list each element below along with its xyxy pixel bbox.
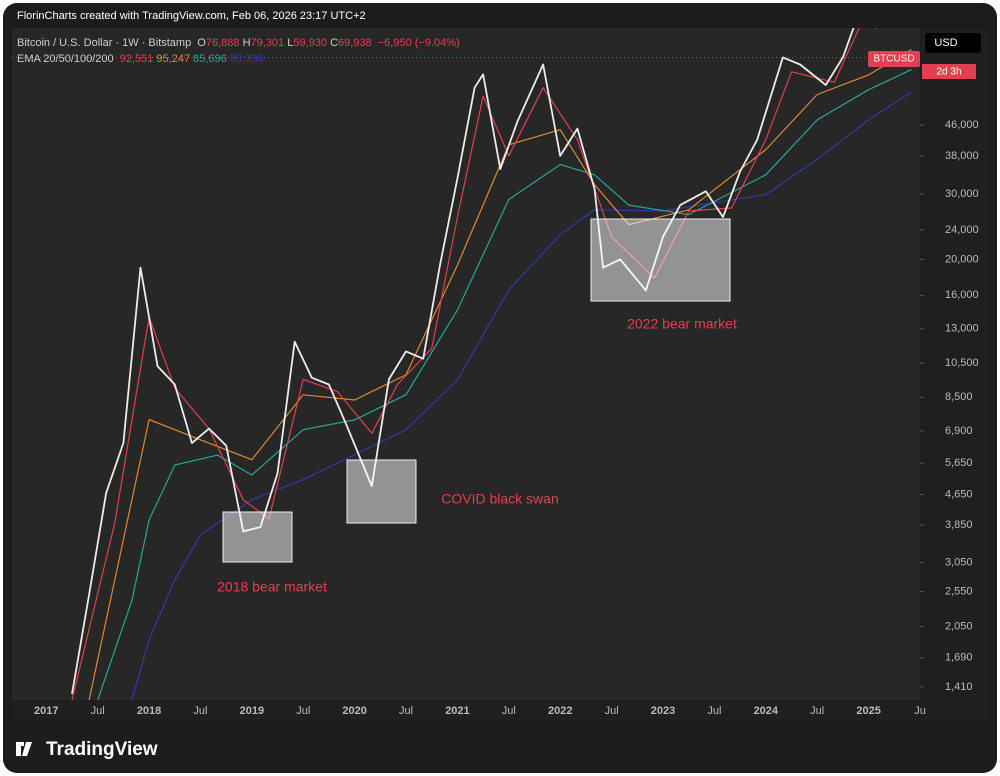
y-tick-label: 30,000 (945, 188, 979, 200)
x-tick-label: Jul (605, 705, 619, 717)
y-tick-label: 2,050 (945, 620, 973, 632)
countdown-box (922, 64, 976, 79)
y-tick-label: 1,410 (945, 681, 973, 693)
price-line (71, 28, 878, 695)
currency: USD (934, 37, 957, 49)
countdown: 2d 3h (936, 67, 961, 78)
credit: FlorinCharts created with TradingView.co… (17, 10, 366, 22)
ema-value: 85,696 (193, 53, 227, 65)
annotation: 2022 bear market (627, 316, 737, 332)
y-tick-label: 38,000 (945, 150, 979, 162)
x-tick-label: Jul (91, 705, 105, 717)
x-tick-label: 2020 (342, 705, 366, 717)
y-axis-area (920, 28, 990, 720)
y-tick-label: 10,500 (945, 357, 979, 369)
annotation: COVID black swan (441, 491, 558, 507)
currency-box (925, 33, 981, 53)
x-axis-area (12, 700, 920, 720)
x-tick-label: Jul (810, 705, 824, 717)
logo-icon (16, 742, 32, 756)
y-tick-label: 3,850 (945, 519, 973, 531)
symbol-line: Bitcoin / U.S. Dollar · 1W · Bitstamp O7… (17, 37, 463, 49)
ema-value: 92,551 (119, 53, 154, 65)
brand: TradingView (46, 739, 158, 760)
x-tick-label: 2025 (856, 705, 880, 717)
x-tick-label: 2023 (651, 705, 675, 717)
x-tick-label: Jul (193, 705, 207, 717)
x-tick-label: Jul (296, 705, 310, 717)
y-tick-label: 1,690 (945, 652, 973, 664)
ohlc-key: H (242, 37, 251, 49)
indicator: EMA 20/50/100/200 (17, 53, 114, 65)
ema-line (131, 91, 912, 700)
ohlc-value: 76,888 (205, 37, 240, 49)
y-tick-label: 4,650 (945, 488, 973, 500)
x-tick-label: 2018 (137, 705, 161, 717)
y-tick-label: 46,000 (945, 119, 979, 131)
x-tick-label: 2021 (445, 705, 469, 717)
y-tick-label: 13,000 (945, 323, 979, 335)
y-tick-label: 5,650 (945, 457, 973, 469)
y-tick-label: 8,500 (945, 391, 973, 403)
ohlc-key: C (330, 37, 339, 49)
ticker: BTCUSD (873, 54, 914, 65)
y-tick-label: 20,000 (945, 253, 979, 265)
x-tick-label: Ju (914, 705, 926, 717)
x-tick-label: 2017 (34, 705, 58, 717)
ema-line (71, 28, 860, 700)
ema-values: 92,551 95,247 85,696 88,338 (120, 53, 264, 65)
y-tick-label: 2,550 (945, 585, 973, 597)
ticker-box (868, 51, 920, 67)
x-tick-label: Jul (707, 705, 721, 717)
ohlc-value: 59,930 (293, 37, 328, 49)
ema-line (97, 69, 912, 700)
annotation: 2018 bear market (217, 579, 327, 595)
ema-value: 88,338 (229, 53, 264, 65)
y-tick-label: 24,000 (945, 224, 979, 236)
x-tick-label: 2019 (240, 705, 264, 717)
ohlc-key: L (287, 37, 294, 49)
x-tick-label: Jul (399, 705, 413, 717)
highlight-box (222, 511, 293, 563)
ohlc-key: O (197, 37, 206, 49)
highlight-box (590, 218, 731, 302)
symbol: Bitcoin / U.S. Dollar · 1W · Bitstamp (17, 37, 192, 49)
change: −6,950 (−9.04%) (377, 37, 460, 49)
ohlc-value: 79,301 (250, 37, 285, 49)
ema-value: 95,247 (156, 53, 191, 65)
series-layer (12, 28, 920, 700)
y-tick-label: 16,000 (945, 289, 979, 301)
x-tick-label: 2024 (754, 705, 779, 717)
x-tick-label: 2022 (548, 705, 572, 717)
highlight-box (346, 459, 417, 524)
x-tick-label: Jul (502, 705, 516, 717)
indicator-line: EMA 20/50/100/200 92,551 95,247 85,696 8… (17, 53, 267, 65)
ema-line (88, 48, 912, 700)
ohlc-value: 69,938 (338, 37, 372, 49)
y-tick-label: 3,050 (945, 556, 973, 568)
y-tick-label: 6,900 (945, 425, 973, 437)
ohlc: O76,888 H79,301 L59,930 C69,938 (197, 37, 374, 49)
